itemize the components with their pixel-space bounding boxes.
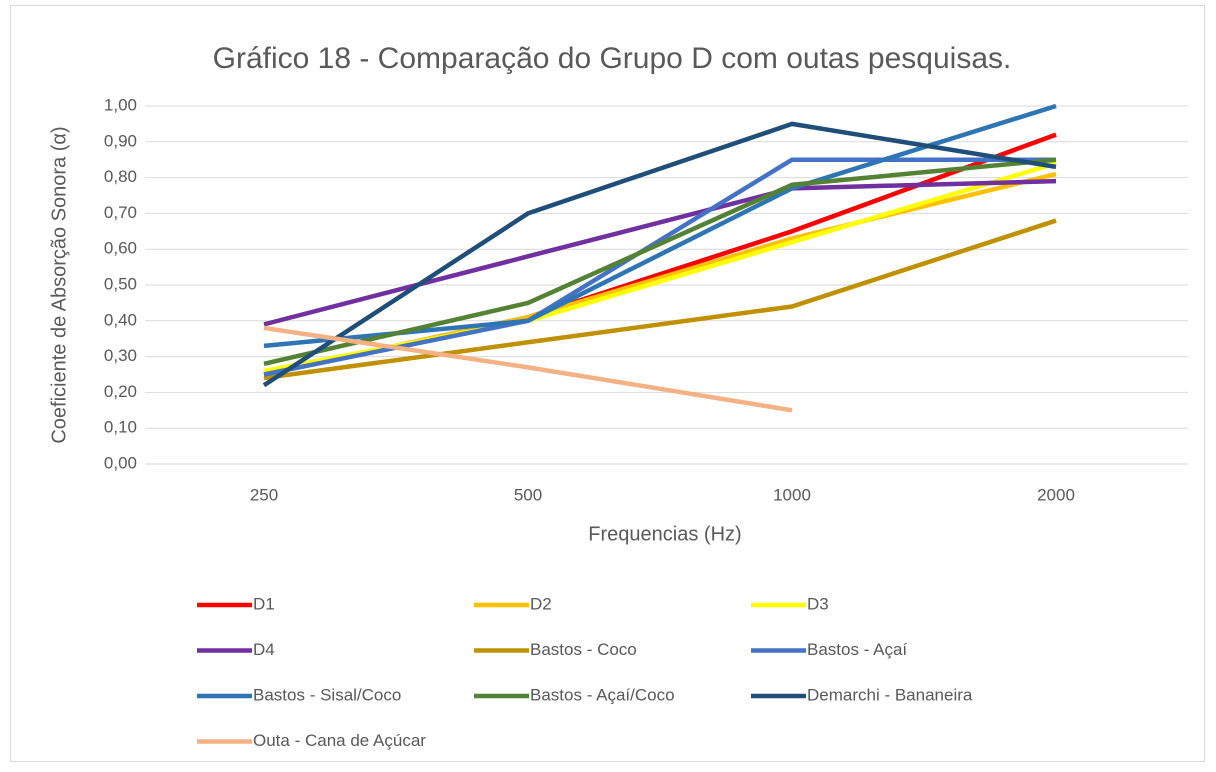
legend-label: D4	[253, 640, 275, 659]
chart-title: Gráfico 18 - Comparação do Grupo D com o…	[213, 42, 1012, 75]
legend-label: D2	[530, 594, 552, 613]
y-tick-label: 0,60	[104, 239, 137, 258]
y-tick-label: 0,00	[104, 453, 137, 472]
legend-label: Bastos - Coco	[530, 640, 637, 659]
y-tick-label: 0,40	[104, 310, 137, 329]
series-line	[263, 218, 1057, 381]
y-tick-label: 0,20	[104, 382, 137, 401]
series-line	[263, 325, 793, 413]
chart-frame	[10, 5, 1205, 762]
legend-label: D3	[807, 594, 829, 613]
legend-label: Bastos - Açaí/Coco	[530, 685, 675, 704]
x-tick-label: 1000	[773, 485, 811, 504]
y-tick-label: 0,80	[104, 167, 137, 186]
series-line	[263, 178, 1057, 327]
x-tick-label: 250	[250, 485, 278, 504]
y-tick-label: 0,90	[104, 131, 137, 150]
series-line	[263, 157, 1057, 366]
y-tick-label: 1,00	[104, 95, 137, 114]
legend-label: Outa - Cana de Açúcar	[253, 731, 426, 750]
y-tick-label: 0,70	[104, 203, 137, 222]
y-tick-label: 0,10	[104, 418, 137, 437]
legend-label: Bastos - Açaí	[807, 640, 907, 659]
y-tick-label: 0,30	[104, 346, 137, 365]
series-line	[262, 121, 1057, 388]
x-tick-label: 2000	[1037, 485, 1075, 504]
y-tick-label: 0,50	[104, 274, 137, 293]
legend-label: Demarchi - Bananeira	[807, 685, 973, 704]
y-axis-label: Coeficiente de Absorção Sonora (α)	[48, 126, 70, 443]
x-tick-label: 500	[514, 485, 542, 504]
legend-label: D1	[253, 594, 275, 613]
legend-label: Bastos - Sisal/Coco	[253, 685, 401, 704]
x-axis-label: Frequencias (Hz)	[588, 523, 741, 545]
